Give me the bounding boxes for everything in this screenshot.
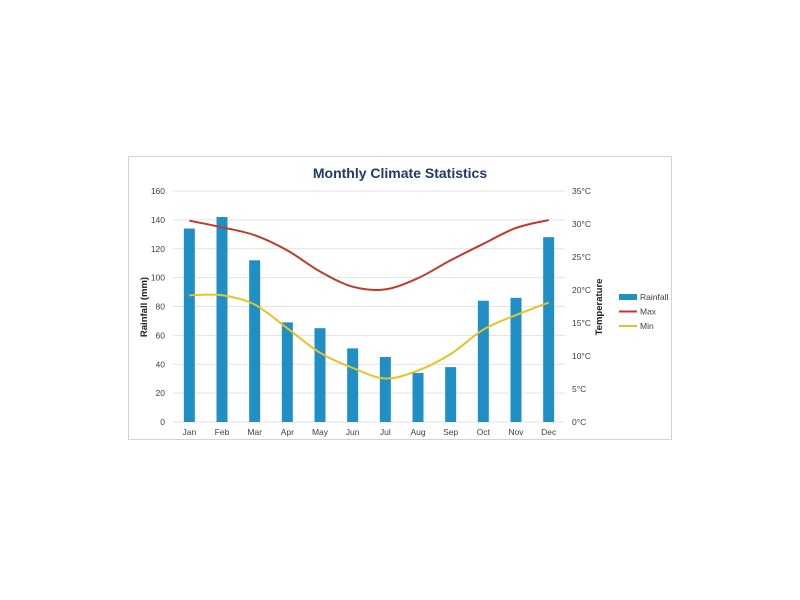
x-tick-label: Apr (281, 427, 294, 437)
rainfall-bar (183, 228, 195, 422)
x-tick-label: May (312, 427, 329, 437)
right-axis-title: Temperature (594, 279, 605, 336)
right-tick-label: 15°C (572, 318, 591, 328)
x-tick-label: Dec (541, 427, 557, 437)
legend-label: Min (640, 321, 654, 331)
rainfall-bar (216, 216, 228, 422)
left-tick-label: 0 (160, 417, 165, 427)
rainfall-bar (412, 372, 424, 422)
right-tick-label: 20°C (572, 285, 591, 295)
chart-title: Monthly Climate Statistics (313, 165, 487, 181)
right-tick-label: 5°C (572, 384, 586, 394)
x-tick-label: Jan (182, 427, 196, 437)
legend-swatch (619, 294, 637, 300)
temperature-lines (189, 219, 550, 380)
x-tick-label: Aug (410, 427, 425, 437)
legend-label: Max (640, 307, 657, 317)
left-tick-label: 60 (156, 330, 166, 340)
x-tick-label: Feb (215, 427, 230, 437)
x-tick-label: Sep (443, 427, 458, 437)
rainfall-bar (379, 357, 391, 422)
x-tick-label: Jun (346, 427, 360, 437)
rainfall-bar (445, 367, 457, 422)
max-temperature-line (189, 219, 549, 291)
right-axis-ticks: 0°C 5°C 10°C 15°C 20°C 25°C 30°C 35°C (572, 186, 591, 427)
right-tick-label: 10°C (572, 351, 591, 361)
min-temperature-line (189, 293, 550, 380)
rainfall-bar (510, 297, 522, 422)
rainfall-bar (347, 348, 359, 422)
chart-container: Monthly Climate Statistics 0 20 40 60 80 100 1… (128, 156, 672, 440)
left-tick-label: 140 (151, 215, 165, 225)
right-tick-label: 25°C (572, 252, 591, 262)
right-tick-label: 35°C (572, 186, 591, 196)
rainfall-bar (249, 260, 261, 422)
left-tick-label: 80 (156, 302, 166, 312)
x-axis-ticks: Jan Feb Mar Apr May Jun Jul Aug Sep Oct Nov Dec (182, 427, 556, 437)
x-tick-label: Nov (508, 427, 524, 437)
x-tick-label: Oct (477, 427, 491, 437)
left-axis-ticks: 0 20 40 60 80 100 120 140 160 (151, 186, 165, 427)
x-tick-label: Jul (380, 427, 391, 437)
legend: Rainfall Max Min (619, 292, 668, 331)
rainfall-bars (183, 216, 555, 422)
rainfall-bar (281, 322, 293, 422)
legend-label: Rainfall (640, 292, 668, 302)
left-tick-label: 160 (151, 186, 165, 196)
right-tick-label: 30°C (572, 219, 591, 229)
gridlines (173, 190, 565, 423)
left-tick-label: 20 (156, 388, 166, 398)
x-tick-label: Mar (247, 427, 262, 437)
left-tick-label: 100 (151, 273, 165, 283)
climate-chart: Monthly Climate Statistics 0 20 40 60 80 100 1… (139, 165, 668, 437)
rainfall-bar (314, 328, 326, 422)
right-tick-label: 0°C (572, 417, 586, 427)
left-tick-label: 120 (151, 244, 165, 254)
left-tick-label: 40 (156, 359, 166, 369)
left-axis-title: Rainfall (mm) (139, 277, 150, 337)
rainfall-bar (543, 237, 555, 422)
rainfall-bar (477, 300, 489, 422)
